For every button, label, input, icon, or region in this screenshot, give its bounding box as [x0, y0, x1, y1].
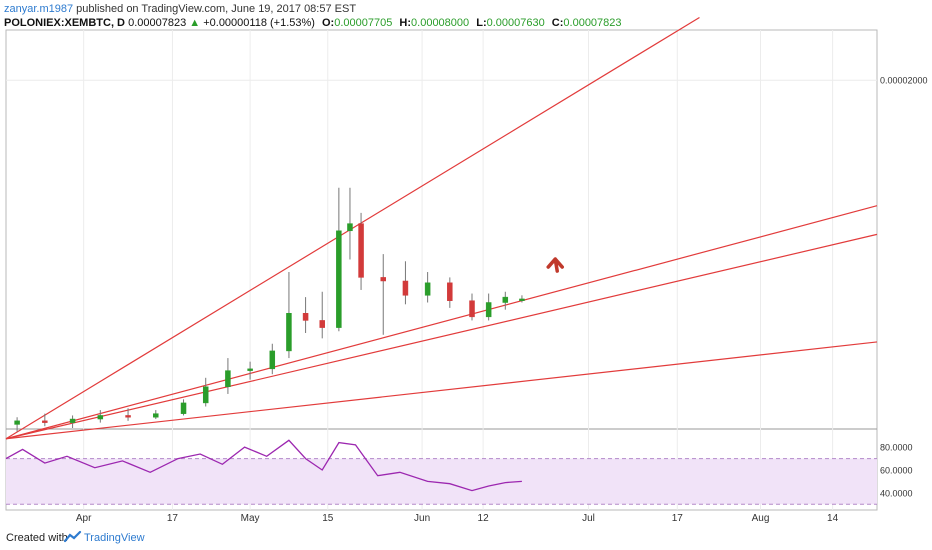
candle-up [153, 413, 159, 418]
candle-down [302, 313, 309, 321]
candle-down [469, 300, 475, 318]
time-tick-label: May [241, 513, 260, 524]
close-value: 0.00007823 [563, 17, 622, 29]
annotations [546, 257, 564, 273]
trendline [5, 205, 878, 440]
candle-down [125, 415, 131, 418]
candle-up [247, 368, 253, 371]
candle-down [402, 280, 409, 296]
time-tick-label: Apr [76, 513, 92, 524]
chart-header: zanyar.m1987 published on TradingView.co… [0, 0, 932, 30]
candle-up [424, 282, 431, 296]
published-text: published on TradingView.com, June 19, 2… [73, 3, 357, 15]
rsi-tick-label: 40.0000 [880, 488, 913, 498]
footer: Created with TradingView [0, 526, 932, 550]
time-tick-label: 17 [167, 513, 179, 524]
symbol-name: POLONIEX:XEMBTC, D [4, 17, 126, 29]
rsi-panel: 80.0000 60.0000 40.0000 [5, 439, 913, 505]
grid [5, 29, 878, 511]
candle-up [347, 223, 353, 232]
candle-up [69, 418, 76, 423]
candle-down [447, 282, 453, 301]
trendline [5, 341, 878, 440]
price-axis: 0.000220000.000200000.000160000.00014000… [880, 76, 928, 86]
time-tick-label: 15 [322, 513, 334, 524]
price-tick-label: 0.00002000 [880, 76, 928, 86]
high-value: 0.00008000 [411, 17, 470, 29]
candle-up [502, 296, 509, 303]
symbol-info: POLONIEX:XEMBTC, D 0.00007823 ▲ +0.00000… [4, 17, 622, 29]
time-tick-label: 17 [672, 513, 684, 524]
candle-up [519, 298, 525, 301]
time-tick-label: 14 [827, 513, 839, 524]
candle-up [336, 230, 342, 328]
time-tick-label: Jun [414, 513, 430, 524]
candle-down [358, 223, 364, 278]
candle-down [380, 277, 386, 282]
candle-up [286, 313, 292, 352]
rsi-tick-label: 80.0000 [880, 443, 913, 453]
candle-up [269, 350, 276, 370]
time-tick-label: Aug [752, 513, 770, 524]
open-value: 0.00007705 [334, 17, 393, 29]
candle-up [97, 415, 104, 420]
trendline [5, 16, 700, 440]
close-label: C: [551, 17, 564, 29]
author-link[interactable]: zanyar.m1987 [4, 3, 74, 15]
time-tick-label: Jul [582, 513, 595, 524]
high-label: H: [399, 17, 412, 29]
candle-up [180, 402, 187, 414]
low-value: 0.00007630 [486, 17, 545, 29]
created-with-text: Created with [6, 532, 68, 544]
tradingview-brand[interactable]: TradingView [84, 532, 145, 544]
plot-frame [5, 29, 878, 511]
last-price: 0.00007823 [128, 17, 187, 29]
candle-up [485, 302, 492, 318]
time-tick-label: 12 [478, 513, 490, 524]
rsi-tick-label: 60.0000 [880, 466, 913, 476]
low-label: L: [476, 17, 487, 29]
rsi-band [6, 458, 877, 505]
publish-info: zanyar.m1987 published on TradingView.co… [4, 3, 356, 15]
open-label: O: [322, 17, 335, 29]
trendline [5, 233, 878, 440]
candle-up [225, 370, 231, 388]
up-arrow-icon: ▲ [189, 17, 201, 29]
candle-down [42, 420, 48, 423]
tradingview-logo-icon [64, 530, 82, 543]
trendlines [5, 16, 878, 440]
candle-down [319, 320, 325, 328]
time-axis: Apr 17 May 15 Jun 12 Jul 17 Aug 14 [76, 513, 839, 524]
candles [14, 187, 525, 432]
candle-up [202, 386, 209, 404]
rsi-line [5, 439, 522, 492]
candle-up [14, 420, 20, 425]
price-change: +0.00000118 (+1.53%) [203, 17, 315, 29]
arrow-up-icon [546, 257, 564, 273]
